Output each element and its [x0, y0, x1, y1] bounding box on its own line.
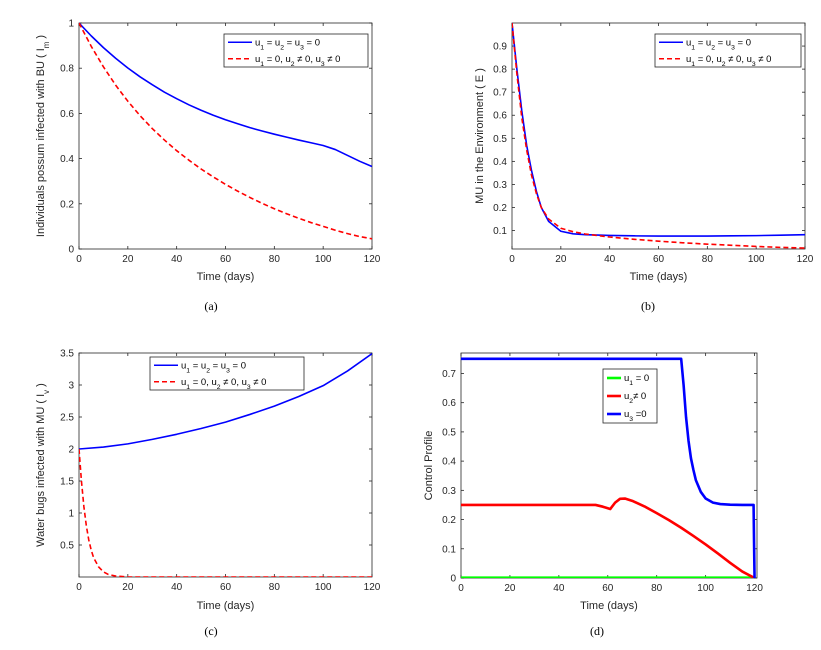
legend-box: [654, 33, 802, 68]
y-tick-label: 0.3: [493, 180, 507, 191]
x-tick-label: 100: [315, 254, 332, 265]
x-tick-label: 100: [697, 583, 714, 594]
y-tick-label: 1.5: [60, 477, 74, 488]
x-tick-label: 60: [602, 583, 614, 594]
series-line-2: [79, 22, 372, 240]
x-tick-label: 20: [122, 254, 134, 265]
x-tick-label: 40: [171, 254, 183, 265]
legend-entry-2: u1 = 0, u2 ≠ 0, u3 ≠ 0: [181, 377, 266, 391]
x-tick-label: 40: [604, 254, 616, 265]
panel-caption: (b): [641, 299, 655, 313]
chart-panel-b: 0 20 40 60 80 100 120 0.1 0.2 0.3 0.4 0.5 0.6 0.7 0.8 0…: [474, 22, 814, 313]
y-tick-label: 0.6: [60, 109, 74, 120]
x-tick-label: 20: [504, 583, 516, 594]
y-tick-label: 0.4: [493, 157, 507, 168]
y-tick-label: 2: [68, 445, 74, 456]
x-axis-label: Time (days): [197, 600, 255, 612]
y-tick-label: 0: [68, 245, 74, 256]
y-tick-label: 0.6: [442, 398, 456, 409]
y-tick-label: 0.2: [493, 203, 507, 214]
y-tick-label: 0.1: [442, 544, 456, 555]
x-tick-label: 80: [269, 254, 281, 265]
series-line-1: [512, 22, 805, 237]
chart-panel-a: 0 20 40 60 80 100 120 0 0.2 0.4 0.6 0.8 1 Time (days)…: [35, 19, 381, 314]
x-tick-label: 80: [269, 582, 281, 593]
x-tick-label: 0: [509, 254, 515, 265]
legend-entry-2: u1 = 0, u2 ≠ 0, u3 ≠ 0: [686, 54, 771, 68]
y-axis-label: Water bugs infected with MU ( Iv ): [35, 383, 51, 547]
series-line-1: [79, 352, 372, 450]
series-line-1: [79, 22, 372, 168]
y-tick-label: 0.1: [493, 226, 507, 237]
y-tick-label: 0.9: [493, 42, 507, 53]
y-tick-label: 0.5: [60, 541, 74, 552]
x-tick-label: 100: [748, 254, 765, 265]
x-tick-label: 0: [76, 582, 82, 593]
legend-box: [149, 356, 305, 391]
x-tick-label: 40: [171, 582, 183, 593]
legend-entry-2: u2≠ 0: [624, 391, 646, 405]
y-tick-label: 0.2: [60, 199, 74, 210]
x-tick-label: 120: [746, 583, 763, 594]
y-tick-label: 2.5: [60, 413, 74, 424]
legend: u1 = u2 = u3 = 0 u1 = 0, u2 ≠ 0, u3 ≠ 0: [149, 356, 305, 391]
x-tick-label: 80: [702, 254, 714, 265]
x-tick-label: 120: [364, 582, 381, 593]
chart-panel-d: 0 20 40 60 80 100 120 0 0.1 0.2 0.3 0.4 0.5 0.6 0.7 Tim…: [423, 352, 763, 638]
x-axis-label: Time (days): [580, 600, 638, 612]
legend-entry-2: u1 = 0, u2 ≠ 0, u3 ≠ 0: [255, 54, 340, 68]
x-tick-label: 60: [220, 582, 232, 593]
legend: u1 = u2 = u3 = 0 u1 = 0, u2 ≠ 0, u3 ≠ 0: [654, 33, 802, 68]
legend-entry-1: u1 = u2 = u3 = 0: [686, 37, 751, 51]
series-line-2: [512, 22, 805, 249]
legend-box: [223, 33, 369, 68]
panel-caption: (c): [204, 624, 217, 638]
y-axis-label: MU in the Environment ( E ): [474, 68, 486, 204]
x-tick-label: 20: [122, 582, 134, 593]
y-tick-label: 1: [68, 509, 74, 520]
series-line-3: [461, 357, 756, 578]
x-tick-label: 80: [651, 583, 663, 594]
x-tick-label: 120: [797, 254, 814, 265]
x-tick-label: 0: [458, 583, 464, 594]
x-axis-label: Time (days): [630, 271, 688, 283]
y-tick-label: 0.7: [442, 369, 456, 380]
legend: u1 = u2 = u3 = 0 u1 = 0, u2 ≠ 0, u3 ≠ 0: [223, 33, 369, 68]
series-line-2: [79, 448, 372, 577]
y-tick-label: 1: [68, 19, 74, 30]
x-tick-label: 60: [653, 254, 665, 265]
y-tick-label: 0.6: [493, 111, 507, 122]
y-tick-label: 0: [450, 574, 456, 585]
x-tick-label: 0: [76, 254, 82, 265]
y-tick-label: 0.7: [493, 88, 507, 99]
x-tick-label: 100: [315, 582, 332, 593]
x-axis-label: Time (days): [197, 271, 255, 283]
legend-entry-1: u1 = 0: [624, 373, 649, 387]
x-tick-label: 60: [220, 254, 232, 265]
y-tick-label: 0.5: [442, 427, 456, 438]
x-tick-label: 120: [364, 254, 381, 265]
chart-panel-c: 0 20 40 60 80 100 120 0.5 1 1.5 2 2.5 3 3.5 Time (days…: [35, 349, 381, 639]
legend: u1 = 0 u2≠ 0 u3 =0: [602, 368, 658, 424]
panel-caption: (a): [204, 299, 217, 313]
y-tick-label: 3.5: [60, 349, 74, 360]
y-tick-label: 0.3: [442, 486, 456, 497]
y-tick-label: 0.8: [60, 64, 74, 75]
legend-entry-3: u3 =0: [624, 409, 647, 423]
y-tick-label: 0.8: [493, 65, 507, 76]
x-tick-label: 20: [555, 254, 567, 265]
y-tick-label: 0.2: [442, 515, 456, 526]
y-tick-label: 0.5: [493, 134, 507, 145]
x-tick-label: 40: [553, 583, 565, 594]
series-line-2: [461, 497, 756, 578]
y-tick-label: 0.4: [442, 457, 456, 468]
legend-entry-1: u1 = u2 = u3 = 0: [181, 360, 246, 374]
y-tick-label: 3: [68, 381, 74, 392]
y-tick-label: 0.4: [60, 154, 74, 165]
panel-caption: (d): [590, 624, 604, 638]
y-axis-label: Individuals possum infected with BU ( Im…: [35, 35, 51, 237]
legend-entry-1: u1 = u2 = u3 = 0: [255, 37, 320, 51]
y-axis-label: Control Profile: [423, 431, 435, 501]
